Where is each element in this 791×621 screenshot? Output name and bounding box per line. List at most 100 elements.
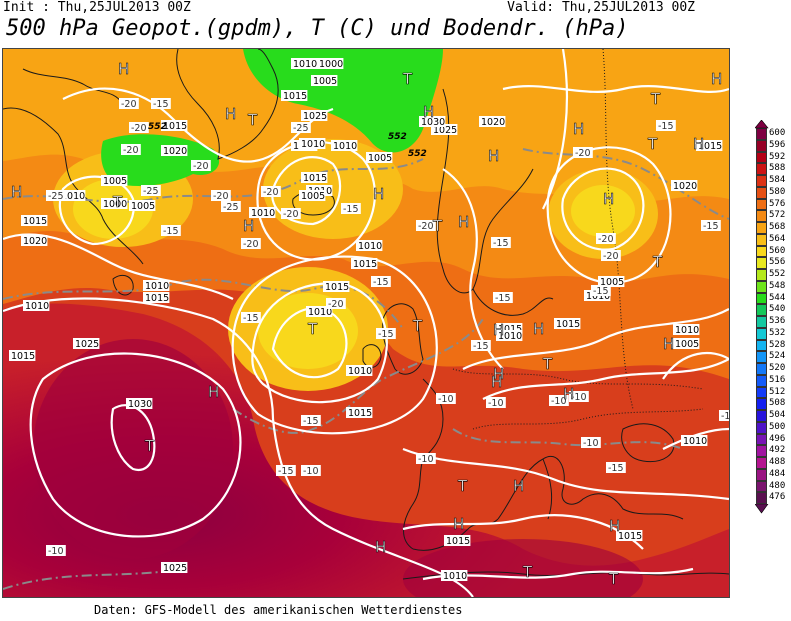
temperature-label-text: -15 [343, 204, 359, 215]
legend-swatch [756, 222, 767, 234]
high-pressure-center: H [453, 515, 464, 533]
temperature-label-text: -15 [593, 286, 609, 297]
legend-entry-528: 528 [756, 339, 791, 352]
temperature-label-text: -20 [263, 187, 279, 198]
pressure-label-text: 1030 [128, 399, 152, 410]
pressure-label-text: 1015 [446, 536, 470, 547]
high-pressure-center: H [573, 120, 584, 138]
temperature-label-text: -10 [551, 396, 567, 407]
high-pressure-center: H [711, 70, 722, 88]
coastlines [3, 49, 729, 580]
pressure-label: 1010 [356, 240, 383, 252]
temperature-label-text: -10 [583, 438, 599, 449]
legend-swatch [756, 304, 767, 316]
legend-entry-592: 592 [756, 151, 791, 164]
pressure-label: 1025 [301, 110, 328, 122]
legend-entry-572: 572 [756, 210, 791, 222]
pressure-label-text: 1010 [498, 331, 522, 342]
temperature-label-text: -25 [293, 123, 309, 134]
temperature-label: -15 [151, 98, 171, 110]
legend-swatch [756, 433, 767, 446]
low-pressure-center: T [608, 570, 619, 588]
legend-label: 504 [769, 410, 786, 420]
legend-label: 516 [769, 374, 786, 385]
pressure-label-text: 1010 [348, 366, 372, 377]
pressure-label-text: 1015 [353, 259, 377, 270]
legend-label: 584 [769, 175, 786, 185]
temperature-label-text: -15 [721, 411, 729, 422]
isobar-east-low [662, 351, 729, 380]
coast-greenland [176, 49, 279, 160]
legend-label: 564 [769, 233, 786, 244]
high-pressure-center: H [533, 320, 544, 338]
isotherm-5 [522, 148, 729, 220]
legend-entry-544: 544 [756, 292, 791, 305]
temperature-label-text: -25 [143, 186, 159, 197]
legend-entry-492: 492 [756, 445, 791, 457]
high-pressure-center: H [423, 103, 434, 121]
coast-great-britain [382, 303, 424, 375]
legend-entry-484: 484 [756, 468, 791, 481]
pressure-label-text: 1025 [75, 339, 99, 350]
pressure-label: 1025 [161, 562, 188, 574]
high-pressure-center: H [609, 517, 620, 535]
temperature-label: -10 [549, 395, 569, 407]
pressure-label-text: 1005 [103, 176, 127, 187]
pressure-label: 1015 [554, 318, 581, 330]
legend-swatch [756, 139, 767, 152]
temperature-label: -25 [291, 122, 311, 134]
pressure-label-text: 1020 [163, 146, 187, 157]
legend-entry-512: 512 [756, 386, 791, 399]
temperature-label: -10 [436, 393, 456, 405]
legend-label: 484 [769, 468, 786, 479]
high-pressure-center: H [208, 383, 219, 401]
temperature-label: -25 [221, 201, 241, 213]
pressure-label: 1010 [143, 280, 170, 292]
temperature-label: -20 [121, 144, 141, 156]
temperature-label-text: -15 [378, 329, 394, 340]
isobar-europe-1015-s [402, 447, 729, 501]
temperature-label: -15 [656, 120, 676, 132]
legend-label: 576 [769, 198, 786, 209]
legend-swatch [756, 339, 767, 352]
temperature-label-text: -20 [283, 209, 299, 220]
isobar-europe-1015 [462, 308, 729, 370]
legend-entry-488: 488 [756, 457, 791, 469]
isobar-1010 [251, 282, 388, 404]
isobar-northeast [502, 85, 729, 93]
temperature-label: -20 [119, 98, 139, 110]
map-title: 500 hPa Geopot.(gpdm), T (C) und Bodendr… [6, 16, 629, 41]
temperature-label-text: -10 [48, 546, 64, 557]
legend-swatch [756, 480, 767, 493]
pressure-label-text: 1015 [23, 216, 47, 227]
temperature-label: -15 [719, 410, 729, 422]
legend-label: 524 [769, 351, 786, 362]
legend-swatch [756, 151, 767, 164]
legend-label: 560 [769, 245, 786, 256]
temperature-label: -15 [241, 312, 261, 324]
pressure-label-text: 1005 [301, 191, 325, 202]
high-pressure-center: H [373, 185, 384, 203]
pressure-label: 1010 [441, 570, 468, 582]
legend-entry-596: 596 [756, 139, 791, 152]
legend-label: 556 [769, 257, 786, 268]
temperature-label-text: -15 [303, 416, 319, 427]
low-pressure-center: T [542, 355, 553, 373]
legend-swatch [756, 292, 767, 305]
legend-swatch [756, 245, 767, 258]
isobar-north-arc [62, 87, 334, 163]
high-pressure-center: H [563, 385, 574, 403]
pressure-label: 1015 [696, 140, 723, 152]
pressure-label-text: 1010 [358, 241, 382, 252]
temperature-label-text: -15 [373, 277, 389, 288]
pressure-label-text: 1025 [303, 111, 327, 122]
temperature-label: -15 [301, 415, 321, 427]
legend-entry-496: 496 [756, 433, 791, 446]
pressure-label: 1010 [306, 306, 333, 318]
pressure-label: 1010 [59, 190, 86, 202]
pressure-label-text: 1005 [368, 153, 392, 164]
atlantic-high-core [33, 339, 233, 559]
low-pressure-center: T [650, 90, 661, 108]
legend-entry-520: 520 [756, 363, 791, 375]
